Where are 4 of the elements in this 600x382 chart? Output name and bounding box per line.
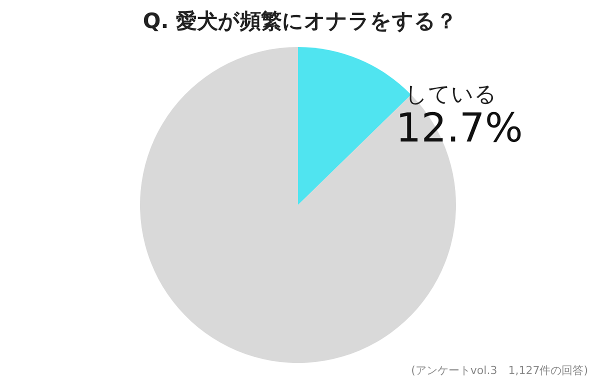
text: (アンケートvol.3 1,127件の回答) bbox=[411, 364, 588, 377]
chart-title: Q. 愛犬が頻繁にオナラをする？ bbox=[142, 9, 458, 33]
data-label: 12.7% bbox=[396, 106, 523, 152]
slice-label: している bbox=[404, 82, 497, 108]
